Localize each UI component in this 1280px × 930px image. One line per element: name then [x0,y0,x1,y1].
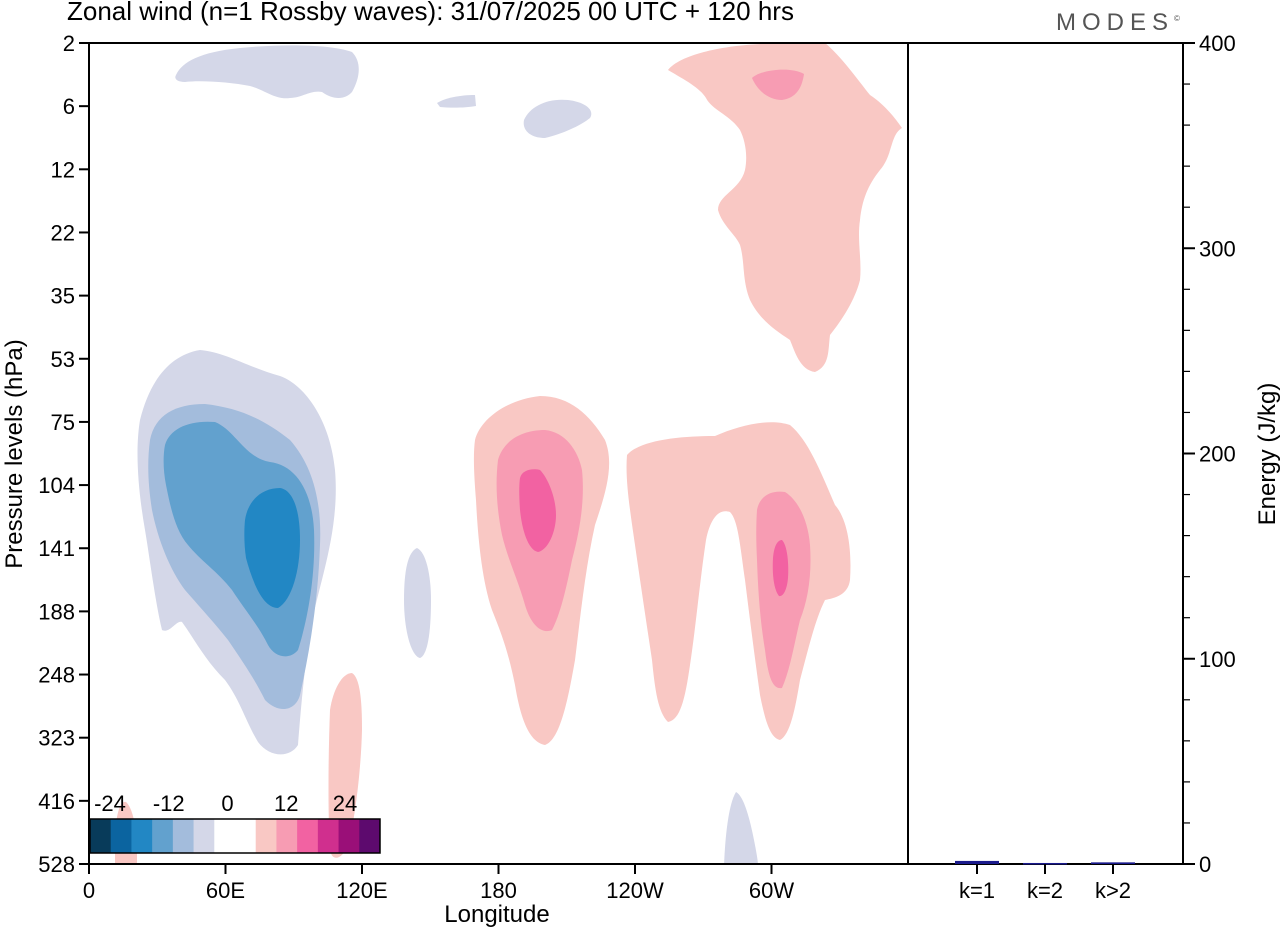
colorbar-swatch [214,819,236,853]
x-tick-label: 120E [336,878,387,903]
contour-pos-5 [519,469,556,552]
y-tick-label: 141 [38,536,75,561]
x-tick-label: 60W [749,878,794,903]
y-tick-label: 75 [51,410,75,435]
y-tick-label: 53 [51,347,75,372]
colorbar-swatch [297,819,319,853]
energy-plot-frame [907,42,1184,865]
energy-category-label: k=2 [1027,878,1063,903]
y-tick-label: 12 [51,157,75,182]
contour-neg-2 [437,95,476,108]
colorbar-swatch [235,819,257,853]
colorbar-label: -12 [153,791,185,816]
colorbar-frame [89,818,381,854]
chart-title: Zonal wind (n=1 Rossby waves): 31/07/202… [67,0,794,26]
energy-tick-label: 200 [1199,442,1236,467]
colorbar-swatch [276,819,298,853]
y-tick-label: 323 [38,726,75,751]
energy-bar [1091,862,1135,864]
energy-axis: 0 100 200 300 400 [1183,31,1236,877]
colorbar-swatch [338,819,360,853]
y-tick-label: 6 [63,94,75,119]
energy-tick-label: 300 [1199,236,1236,261]
x-tick-label: 180 [480,878,517,903]
contour-pos-2 [752,69,804,100]
y-tick-label: 104 [38,473,75,498]
colorbar-label: 0 [221,791,233,816]
energy-tick-label: 400 [1199,31,1236,56]
y-tick-label: 2 [63,31,75,56]
energy-category-label: k=1 [959,878,995,903]
colorbar-swatch [255,819,277,853]
contour-neg-8 [404,548,431,658]
contour-neg-1 [175,45,359,99]
y-tick-label: 528 [38,852,75,877]
colorbar-label: 24 [333,791,357,816]
contour-neg-7 [244,488,300,608]
colorbar-swatch [193,819,215,853]
y-tick-label: 35 [51,284,75,309]
energy-axis-title: Energy (J/kg) [1254,383,1280,526]
y-tick-label: 188 [38,599,75,624]
energy-tick-label: 0 [1199,852,1211,877]
contour-pos-1 [668,43,902,372]
energy-bar [1023,862,1067,865]
x-tick-label: 0 [83,878,95,903]
contour-neg-3 [523,99,592,138]
colorbar-swatch [359,819,381,853]
y-axis: 2 6 12 22 35 53 75 104 141 188 248 323 416 528 [38,31,89,877]
y-axis-title: Pressure levels (hPa) [1,339,28,568]
y-tick-label: 22 [51,220,75,245]
contour-pos-6 [626,422,851,740]
contour-neg-9 [724,792,758,864]
colorbar-label: -24 [94,791,126,816]
colorbar-label: 12 [274,791,298,816]
colorbar-swatch [152,819,174,853]
y-tick-label: 416 [38,789,75,814]
energy-tick-label: 100 [1199,647,1236,672]
colorbar-swatch [317,819,340,853]
y-tick-label: 248 [38,663,75,688]
x-tick-label: 120W [606,878,664,903]
energy-bar [955,860,999,864]
energy-bars: k=1 k=2 k>2 [955,860,1135,903]
colorbar-swatch [131,819,153,853]
contour-pos-8 [772,540,789,597]
x-axis: 0 60E 120E 180 120W 60W [83,864,794,903]
colorbar: -24 -12 0 12 24 [89,791,381,854]
contour-fills [115,43,902,864]
x-tick-label: 60E [206,878,245,903]
colorbar-swatch [90,819,112,853]
colorbar-swatch [172,819,195,853]
colorbar-swatch [110,819,132,853]
x-axis-title: Longitude [444,901,549,928]
energy-category-label: k>2 [1095,878,1131,903]
brand-logo: MODES© [1056,9,1180,36]
contour-pos-9 [328,673,362,858]
